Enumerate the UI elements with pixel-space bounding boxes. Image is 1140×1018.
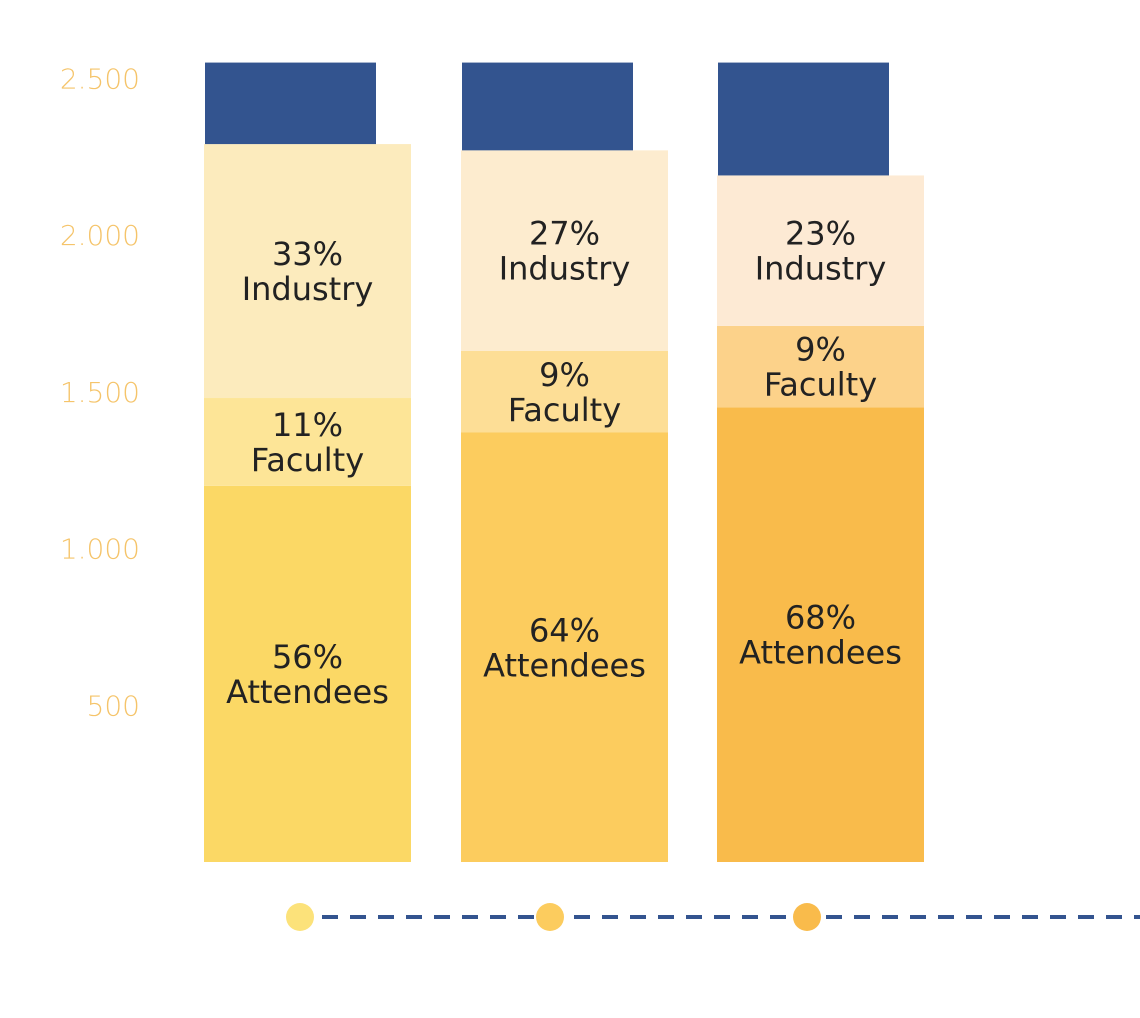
bar-3: 68%Attendees 9%Faculty 23%Industry (717, 62, 924, 862)
segment-percent-label: 23% (785, 215, 856, 253)
y-tick-label: 500 (87, 689, 140, 722)
segment-percent-label: 9% (539, 356, 590, 394)
segment-category-label: Faculty (251, 441, 364, 479)
y-tick-label: 2.000 (60, 219, 140, 252)
bar-segment-industry (461, 150, 668, 351)
segment-percent-label: 11% (272, 406, 343, 444)
segment-category-label: Industry (242, 270, 374, 308)
bar-cap-segment (205, 62, 376, 145)
segment-category-label: Faculty (508, 391, 621, 429)
y-axis: 500 1.000 1.500 2.000 2.500 (60, 62, 140, 722)
y-tick-label: 1.500 (60, 376, 140, 409)
segment-percent-label: 68% (785, 599, 856, 637)
bar-segment-attendees (461, 432, 668, 862)
segment-category-label: Industry (755, 250, 887, 288)
bar-segment-attendees (717, 407, 924, 862)
bar-segment-attendees (204, 485, 411, 862)
timeline-dot (536, 903, 564, 931)
segment-percent-label: 27% (529, 215, 600, 253)
segment-category-label: Industry (499, 250, 631, 288)
segment-category-label: Attendees (483, 646, 646, 684)
segment-percent-label: 33% (272, 235, 343, 273)
segment-category-label: Attendees (739, 634, 902, 672)
segment-percent-label: 64% (529, 611, 600, 649)
timeline (286, 903, 1140, 931)
timeline-dot (793, 903, 821, 931)
bar-segment-faculty (717, 325, 924, 408)
bar-segment-faculty (461, 350, 668, 433)
bar-1: 56%Attendees 11%Faculty 33%Industry (204, 62, 411, 862)
y-tick-label: 2.500 (60, 62, 140, 95)
segment-percent-label: 56% (272, 638, 343, 676)
bar-segment-industry (204, 144, 411, 399)
segment-category-label: Attendees (226, 673, 389, 711)
segment-category-label: Faculty (764, 366, 877, 404)
bars: 56%Attendees11%Faculty33%Industry64%Atte… (204, 62, 924, 862)
bar-segment-industry (717, 175, 924, 326)
bar-cap-segment (462, 62, 633, 151)
y-tick-label: 1.000 (60, 533, 140, 566)
bar-cap-segment (718, 62, 889, 176)
bar-segment-faculty (204, 398, 411, 486)
bar-2: 64%Attendees 9%Faculty 27%Industry (461, 62, 668, 862)
segment-percent-label: 9% (795, 331, 846, 369)
timeline-dot (286, 903, 314, 931)
